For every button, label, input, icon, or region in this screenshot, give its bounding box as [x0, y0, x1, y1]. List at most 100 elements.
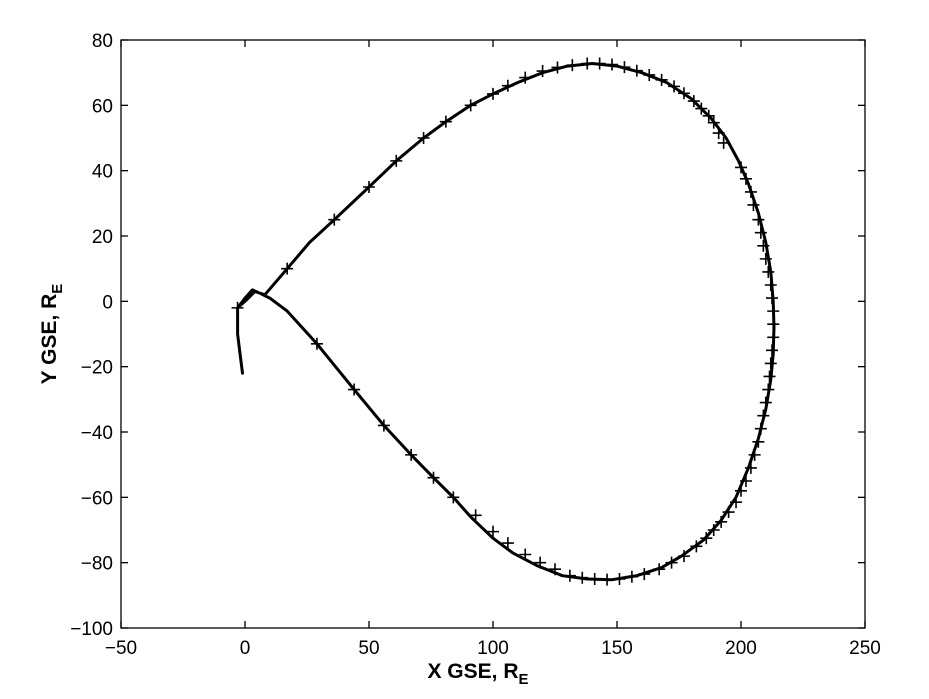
- plus-marker: [766, 292, 778, 305]
- plus-marker: [757, 409, 770, 422]
- plus-marker: [566, 59, 579, 72]
- plot-frame: [120, 39, 866, 629]
- plus-marker: [759, 396, 772, 409]
- plus-marker: [601, 573, 614, 586]
- x-axis-label-text: X GSE, R: [427, 660, 518, 683]
- plus-marker: [757, 239, 770, 252]
- plus-marker: [752, 213, 765, 226]
- plus-marker: [707, 116, 720, 129]
- plus-marker: [501, 79, 514, 92]
- plus-marker: [439, 115, 452, 128]
- plus-marker: [762, 383, 775, 396]
- x-tick-label: 200: [725, 638, 757, 659]
- y-tick-label: −20: [81, 358, 113, 379]
- plus-marker: [469, 509, 482, 522]
- plus-marker: [762, 265, 775, 278]
- x-axis-label-subscript: E: [519, 671, 529, 688]
- plus-marker: [766, 344, 778, 357]
- plus-marker: [747, 198, 760, 211]
- plus-marker: [487, 525, 499, 538]
- plus-marker: [464, 99, 477, 112]
- x-tick-label: 250: [849, 638, 881, 659]
- plus-marker: [722, 506, 735, 519]
- plus-marker: [638, 568, 651, 581]
- x-tick-label: 50: [358, 638, 379, 659]
- plus-marker: [752, 435, 765, 448]
- plus-marker: [677, 550, 690, 563]
- plus-marker: [700, 532, 713, 545]
- plus-marker: [715, 515, 728, 528]
- plus-marker: [767, 318, 780, 331]
- trajectory-line: [236, 62, 776, 582]
- x-tick-label: 150: [601, 638, 633, 659]
- y-tick-label: 60: [92, 96, 113, 117]
- plus-marker: [536, 65, 549, 78]
- y-axis-label-text: Y GSE, R: [38, 294, 61, 385]
- x-tick-label: 100: [477, 638, 509, 659]
- y-axis-label-subscript: E: [49, 284, 66, 294]
- plus-marker: [655, 73, 668, 86]
- trajectory-markers: [231, 57, 780, 586]
- plus-marker: [630, 64, 643, 77]
- y-tick-label: −100: [70, 619, 113, 640]
- plus-marker: [730, 496, 743, 509]
- plus-marker: [310, 337, 323, 350]
- x-tick-label: −50: [105, 638, 137, 659]
- plus-marker: [593, 57, 606, 70]
- plus-marker: [739, 475, 752, 487]
- plus-marker: [377, 419, 390, 432]
- plus-marker: [363, 181, 375, 193]
- plus-marker: [735, 484, 747, 497]
- plus-marker: [328, 213, 341, 226]
- plus-marker: [707, 524, 720, 536]
- y-axis-label: Y GSE, RE: [38, 284, 66, 385]
- plus-marker: [744, 185, 757, 198]
- y-tick-labels: −100 −80 −60 −40 −20 0 20 40 60 80: [70, 31, 113, 640]
- plus-marker: [447, 491, 460, 504]
- plus-marker: [695, 102, 708, 115]
- plus-marker: [767, 331, 780, 344]
- plus-marker: [702, 109, 715, 122]
- plus-marker: [653, 563, 666, 576]
- plus-marker: [390, 154, 403, 167]
- plus-marker: [348, 383, 361, 396]
- plus-marker: [534, 556, 547, 569]
- y-tick-label: 40: [92, 162, 113, 183]
- y-tick-label: −60: [81, 488, 113, 509]
- plus-marker: [501, 537, 514, 550]
- plus-marker: [231, 301, 244, 314]
- plus-marker: [690, 540, 703, 553]
- plus-marker: [405, 448, 418, 461]
- plus-marker: [754, 422, 767, 435]
- plus-marker: [748, 448, 761, 461]
- plus-marker: [606, 58, 619, 71]
- plus-marker: [281, 262, 294, 275]
- plus-marker: [668, 80, 681, 93]
- plus-marker: [551, 61, 564, 74]
- x-tick-label: 0: [240, 638, 251, 659]
- plus-marker: [563, 569, 576, 582]
- plus-marker: [549, 563, 561, 576]
- plus-marker: [767, 305, 780, 318]
- y-tick-label: 0: [102, 292, 113, 313]
- plus-marker: [735, 161, 747, 174]
- plus-marker: [759, 252, 772, 265]
- plus-marker: [677, 87, 690, 100]
- plus-marker: [581, 57, 594, 70]
- plus-marker: [712, 127, 725, 140]
- plus-marker: [665, 556, 678, 569]
- y-tick-label: 20: [92, 227, 113, 248]
- plus-marker: [417, 132, 430, 144]
- plus-marker: [739, 172, 752, 185]
- plus-marker: [576, 571, 589, 584]
- plus-marker: [764, 279, 777, 291]
- plus-marker: [643, 68, 656, 81]
- plus-marker: [744, 461, 757, 474]
- y-tick-label: 80: [92, 31, 113, 52]
- plus-marker: [754, 226, 767, 239]
- plus-marker: [487, 87, 499, 100]
- y-tick-label: −80: [81, 554, 113, 575]
- plus-marker: [717, 136, 730, 149]
- plus-marker: [519, 71, 532, 84]
- plus-marker: [763, 370, 776, 383]
